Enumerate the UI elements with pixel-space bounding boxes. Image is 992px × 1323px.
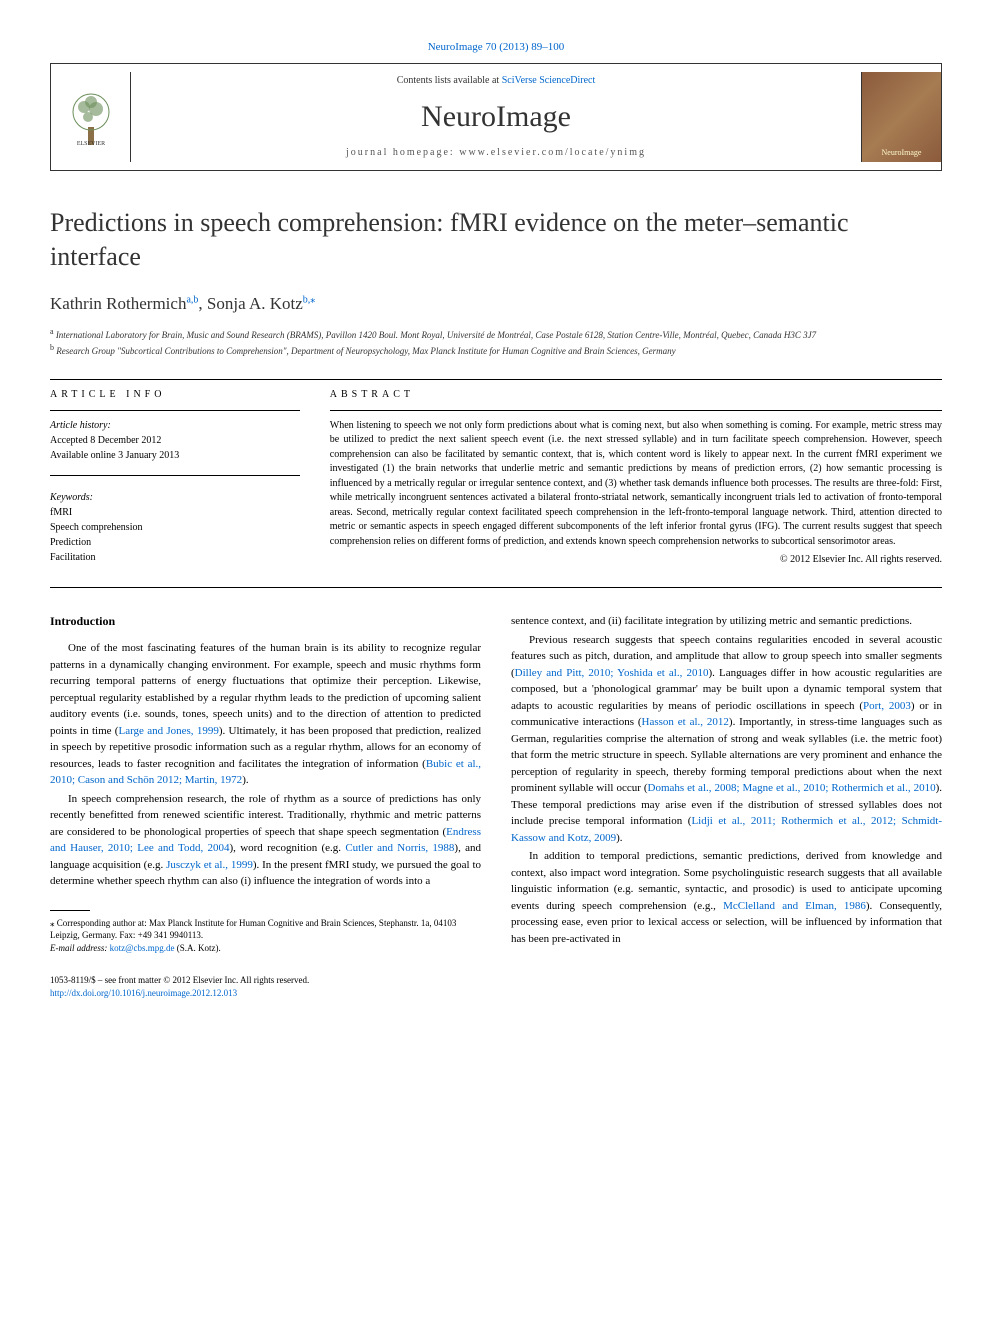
p2-text-1: In speech comprehension research, the ro… [50, 793, 481, 838]
ref-port[interactable]: Port, 2003 [863, 700, 911, 712]
article-info-column: article info Article history: Accepted 8… [50, 388, 300, 568]
elsevier-logo[interactable]: ELSEVIER [51, 72, 131, 162]
divider-bottom [50, 587, 942, 588]
email-suffix: (S.A. Kotz). [174, 943, 220, 953]
corresponding-author-mark[interactable]: ⁎ [310, 294, 315, 305]
cover-label: NeuroImage [882, 147, 922, 158]
article-title: Predictions in speech comprehension: fMR… [50, 206, 942, 274]
ref-hasson[interactable]: Hasson et al., 2012 [642, 716, 729, 728]
email-link[interactable]: kotz@cbs.mpg.de [110, 943, 175, 953]
header-center: Contents lists available at SciVerse Sci… [131, 64, 861, 170]
issn-line: 1053-8119/$ – see front matter © 2012 El… [50, 974, 309, 987]
intro-para-1: One of the most fascinating features of … [50, 640, 481, 789]
ref-domahs[interactable]: Domahs et al., 2008; Magne et al., 2010;… [648, 782, 936, 794]
author-1-affil-link[interactable]: a,b [186, 294, 198, 305]
elsevier-tree-icon: ELSEVIER [66, 87, 116, 147]
svg-text:ELSEVIER: ELSEVIER [76, 141, 104, 147]
abstract-heading: abstract [330, 388, 942, 402]
ref-jusczyk[interactable]: Jusczyk et al., 1999 [166, 859, 253, 871]
divider-top [50, 379, 942, 380]
body-right-column: sentence context, and (ii) facilitate in… [511, 613, 942, 954]
ref-mcclelland[interactable]: McClelland and Elman, 1986 [723, 900, 866, 912]
affiliation-a-text: International Laboratory for Brain, Musi… [56, 330, 816, 340]
affiliations: a International Laboratory for Brain, Mu… [50, 326, 942, 359]
intro-para-2: In speech comprehension research, the ro… [50, 791, 481, 890]
article-history-label: Article history: [50, 419, 300, 433]
p2-text-2: ), word recognition (e.g. [230, 842, 346, 854]
accepted-date: Accepted 8 December 2012 [50, 433, 300, 448]
p1-text-3: ). [242, 774, 248, 786]
email-footnote: E-mail address: kotz@cbs.mpg.de (S.A. Ko… [50, 942, 481, 955]
info-divider-1 [50, 410, 300, 411]
affiliation-b: b Research Group "Subcortical Contributi… [50, 342, 942, 359]
ref-cutler-norris[interactable]: Cutler and Norris, 1988 [345, 842, 454, 854]
p1-text-1: One of the most fascinating features of … [50, 642, 481, 737]
intro-para-3: sentence context, and (ii) facilitate in… [511, 613, 942, 630]
introduction-heading: Introduction [50, 613, 481, 630]
body-left-column: Introduction One of the most fascinating… [50, 613, 481, 954]
journal-cover-thumbnail[interactable]: NeuroImage [861, 72, 941, 162]
contents-prefix: Contents lists available at [397, 75, 502, 86]
corresponding-author-footnote: ⁎ Corresponding author at: Max Planck In… [50, 917, 481, 942]
keyword-1: fMRI [50, 505, 300, 520]
journal-reference[interactable]: NeuroImage 70 (2013) 89–100 [50, 40, 942, 55]
journal-header-box: ELSEVIER Contents lists available at Sci… [50, 63, 942, 171]
intro-para-4: Previous research suggests that speech c… [511, 632, 942, 847]
keywords-label: Keywords: [50, 491, 300, 505]
authors-line: Kathrin Rothermicha,b, Sonja A. Kotzb,⁎ [50, 292, 942, 316]
footnote-separator [50, 910, 90, 911]
affiliation-b-text: Research Group "Subcortical Contribution… [56, 346, 675, 356]
contents-available-line: Contents lists available at SciVerse Sci… [141, 74, 851, 88]
journal-name: NeuroImage [141, 96, 851, 138]
affiliation-a: a International Laboratory for Brain, Mu… [50, 326, 942, 343]
keyword-3: Prediction [50, 535, 300, 550]
sciencedirect-link[interactable]: SciVerse ScienceDirect [502, 75, 596, 86]
bottom-row: 1053-8119/$ – see front matter © 2012 El… [50, 974, 942, 999]
p4-text-6: ). [616, 832, 622, 844]
doi-link[interactable]: http://dx.doi.org/10.1016/j.neuroimage.2… [50, 988, 237, 998]
bottom-left: 1053-8119/$ – see front matter © 2012 El… [50, 974, 309, 999]
homepage-url: www.elsevier.com/locate/ynimg [459, 147, 646, 158]
email-label: E-mail address: [50, 943, 110, 953]
keyword-4: Facilitation [50, 550, 300, 565]
author-1-name: Kathrin Rothermich [50, 294, 186, 313]
online-date: Available online 3 January 2013 [50, 448, 300, 463]
keyword-2: Speech comprehension [50, 520, 300, 535]
journal-homepage-line: journal homepage: www.elsevier.com/locat… [141, 146, 851, 160]
article-info-heading: article info [50, 388, 300, 402]
ref-dilley-pitt[interactable]: Dilley and Pitt, 2010; Yoshida et al., 2… [515, 667, 709, 679]
info-divider-2 [50, 475, 300, 476]
abstract-divider [330, 410, 942, 411]
homepage-prefix: journal homepage: [346, 147, 459, 158]
abstract-text: When listening to speech we not only for… [330, 419, 942, 550]
ref-large-jones[interactable]: Large and Jones, 1999 [118, 725, 218, 737]
intro-para-5: In addition to temporal predictions, sem… [511, 848, 942, 947]
body-columns: Introduction One of the most fascinating… [50, 613, 942, 954]
abstract-copyright: © 2012 Elsevier Inc. All rights reserved… [330, 553, 942, 567]
author-2-name: Sonja A. Kotz [207, 294, 303, 313]
info-abstract-row: article info Article history: Accepted 8… [50, 388, 942, 568]
abstract-column: abstract When listening to speech we not… [330, 388, 942, 568]
